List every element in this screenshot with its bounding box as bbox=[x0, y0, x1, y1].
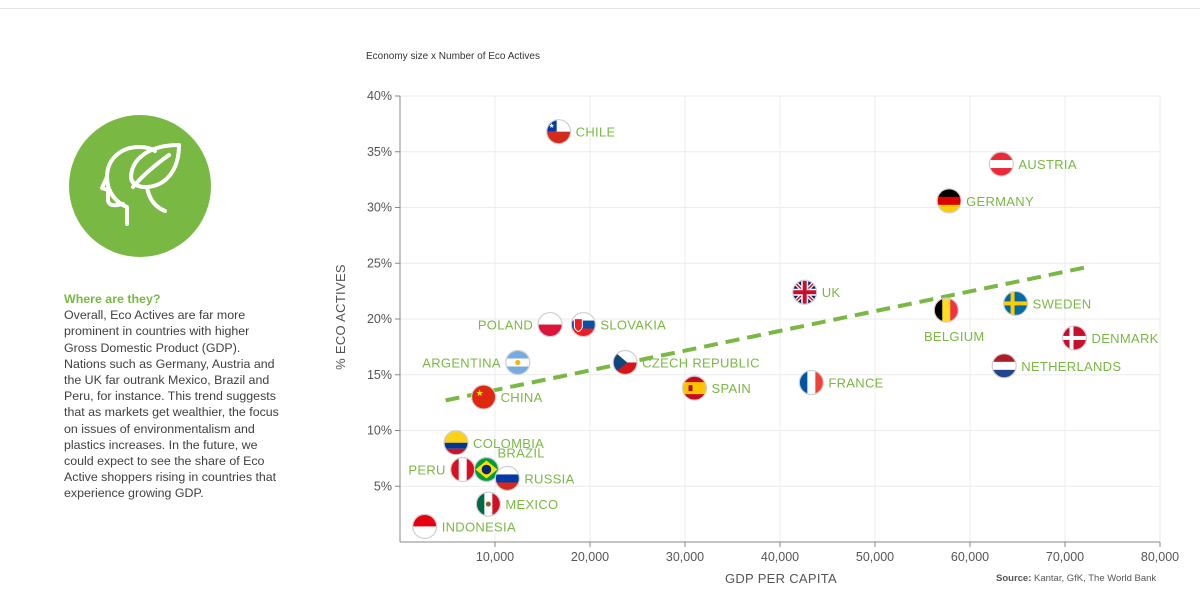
point-label: GERMANY bbox=[966, 194, 1034, 209]
data-point: PERU bbox=[408, 456, 476, 483]
point-label: UK bbox=[822, 285, 841, 300]
sidebar-body: Overall, Eco Actives are far more promin… bbox=[64, 308, 279, 501]
belgium-flag-icon bbox=[934, 298, 959, 323]
point-label: FRANCE bbox=[828, 376, 883, 391]
data-point: SWEDEN bbox=[1002, 290, 1092, 316]
x-tick-label: 30,000 bbox=[666, 550, 704, 564]
point-label: POLAND bbox=[478, 318, 533, 333]
x-tick-label: 70,000 bbox=[1046, 550, 1084, 564]
spain-flag-icon bbox=[682, 376, 707, 401]
data-point: COLOMBIA bbox=[443, 430, 544, 456]
data-point: NETHERLANDS bbox=[991, 353, 1121, 379]
point-label: CHILE bbox=[576, 125, 616, 140]
point-label: MEXICO bbox=[505, 497, 558, 512]
data-point: POLAND bbox=[478, 311, 563, 338]
data-point: SPAIN bbox=[681, 375, 752, 401]
czech-flag-icon bbox=[613, 350, 638, 375]
russia-flag-icon bbox=[495, 466, 520, 491]
point-label: DENMARK bbox=[1092, 331, 1159, 346]
colombia-flag-icon bbox=[444, 430, 469, 455]
data-point: FRANCE bbox=[798, 369, 883, 396]
x-tick-label: 60,000 bbox=[951, 550, 989, 564]
point-label: ARGENTINA bbox=[422, 355, 501, 370]
data-point: AUSTRIA bbox=[988, 151, 1077, 177]
chile-flag-icon: ★ bbox=[546, 119, 571, 144]
eco-badge bbox=[69, 115, 211, 257]
data-point: CZECH REPUBLIC bbox=[612, 349, 760, 376]
point-label: SWEDEN bbox=[1033, 296, 1092, 311]
point-label: CZECH REPUBLIC bbox=[642, 355, 760, 370]
y-tick-label: 30% bbox=[367, 201, 392, 215]
x-axis-title: GDP PER CAPITA bbox=[725, 571, 837, 586]
y-tick-label: 35% bbox=[367, 145, 392, 159]
source-note: Source: Kantar, GfK, The World Bank bbox=[996, 573, 1156, 584]
source-text: Kantar, GfK, The World Bank bbox=[1031, 573, 1157, 584]
trend-line bbox=[445, 265, 1085, 403]
point-label: SPAIN bbox=[712, 381, 752, 396]
svg-text:★: ★ bbox=[549, 122, 555, 130]
data-point: SLOVAKIA bbox=[570, 311, 666, 338]
y-tick-label: 40% bbox=[367, 89, 392, 103]
x-tick-label: 40,000 bbox=[761, 550, 799, 564]
point-label: INDONESIA bbox=[442, 519, 516, 534]
netherlands-flag-icon bbox=[992, 353, 1017, 378]
data-point: UK bbox=[792, 279, 841, 305]
poland-flag-icon bbox=[538, 312, 563, 337]
point-label: RUSSIA bbox=[524, 471, 574, 486]
data-point: MEXICO bbox=[475, 491, 558, 517]
point-label: BRAZIL bbox=[497, 446, 544, 461]
brazil-flag-icon bbox=[474, 457, 499, 482]
top-divider bbox=[0, 0, 1200, 9]
germany-flag-icon bbox=[937, 188, 962, 213]
uk-flag-icon bbox=[792, 280, 817, 305]
point-label: AUSTRIA bbox=[1018, 157, 1076, 172]
data-point: INDONESIA bbox=[412, 513, 516, 539]
y-tick-label: 5% bbox=[374, 479, 392, 493]
austria-flag-icon bbox=[989, 152, 1014, 177]
point-label: PERU bbox=[408, 463, 445, 478]
denmark-flag-icon bbox=[1062, 325, 1087, 350]
sidebar-heading: Where are they? bbox=[64, 292, 161, 306]
x-tick-label: 80,000 bbox=[1141, 550, 1179, 564]
slovakia-flag-icon bbox=[571, 312, 596, 337]
point-label: NETHERLANDS bbox=[1021, 359, 1121, 374]
indonesia-flag-icon bbox=[412, 514, 437, 539]
data-point: ★ CHILE bbox=[546, 119, 616, 145]
data-point: RUSSIA bbox=[494, 465, 574, 492]
point-label: CHINA bbox=[501, 390, 543, 405]
head-leaf-icon bbox=[100, 143, 181, 226]
data-point: ★ CHINA bbox=[471, 384, 543, 410]
chart-subtitle: Economy size x Number of Eco Actives bbox=[366, 51, 540, 62]
sidebar-text: Where are they? Overall, Eco Actives are… bbox=[64, 291, 279, 502]
data-point: DENMARK bbox=[1061, 325, 1159, 351]
point-label: BELGIUM bbox=[924, 329, 985, 344]
china-flag-icon: ★ bbox=[471, 385, 496, 410]
mexico-flag-icon bbox=[476, 492, 501, 517]
y-tick-label: 15% bbox=[367, 368, 392, 382]
svg-text:★: ★ bbox=[476, 388, 484, 398]
peru-flag-icon bbox=[450, 457, 475, 482]
sweden-flag-icon bbox=[1003, 291, 1028, 316]
y-tick-label: 20% bbox=[367, 312, 392, 326]
argentina-flag-icon bbox=[505, 350, 530, 375]
data-point: ARGENTINA bbox=[422, 349, 531, 376]
data-point: GERMANY bbox=[936, 188, 1034, 214]
point-label: SLOVAKIA bbox=[600, 318, 666, 333]
data-point: BRAZIL bbox=[473, 446, 544, 483]
france-flag-icon bbox=[799, 370, 824, 395]
source-prefix: Source: bbox=[996, 573, 1032, 584]
y-axis-title: % ECO ACTIVES bbox=[333, 264, 348, 370]
y-tick-label: 10% bbox=[367, 424, 392, 438]
point-label: COLOMBIA bbox=[473, 436, 544, 451]
x-tick-label: 50,000 bbox=[856, 550, 894, 564]
y-tick-label: 25% bbox=[367, 256, 392, 270]
x-tick-label: 10,000 bbox=[476, 550, 514, 564]
data-point: BELGIUM bbox=[924, 297, 985, 344]
x-tick-label: 20,000 bbox=[571, 550, 609, 564]
